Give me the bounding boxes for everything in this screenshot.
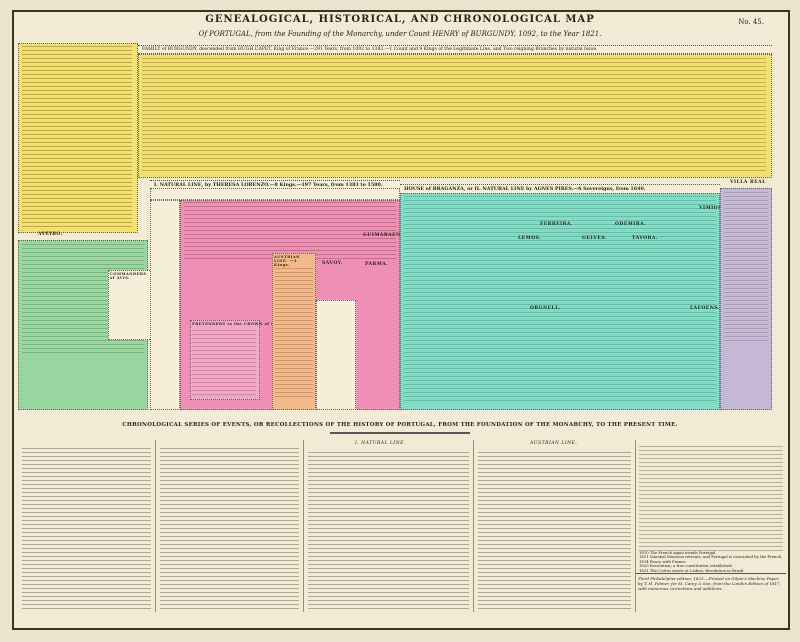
burgundy-left-column [18, 43, 138, 233]
gelves-label: GELVES. [582, 236, 607, 241]
chronology-last-column: 1810 The French again invade Portugal. 1… [636, 440, 786, 612]
savoy-label: SAVOY. [322, 261, 343, 266]
odemira-label: ODEMIRA. [615, 222, 647, 227]
chronology-column [18, 440, 156, 612]
plate-number: No. 45. [738, 18, 764, 26]
lemos-label: LEMOS. [518, 236, 542, 241]
austrian-white-box [316, 300, 356, 410]
event-entry: 1820 Revolution; a free constitution est… [639, 563, 733, 569]
chronology-rule [330, 432, 470, 434]
chronology-heading: CHRONOLOGICAL SERIES OF EVENTS, OR RECOL… [122, 422, 678, 428]
pretenders-box [190, 320, 260, 400]
orgnell-label: ORGNELL. [530, 306, 561, 311]
natural-line-top [150, 188, 400, 200]
chronology-column [156, 440, 304, 612]
event-entry: 1821 The Cortes meets at Lisbon. Revolut… [639, 567, 745, 573]
villa-real-region [720, 188, 772, 410]
guimaraens-label: GUIMARAENS. [363, 233, 407, 238]
villa-real-label: VILLA REAL [730, 180, 766, 185]
burgundy-region [138, 54, 772, 178]
braganza-region [400, 193, 720, 410]
aveiro-label: AVEIRO. [38, 232, 63, 237]
chronology-column [304, 440, 474, 612]
event-entry: 1814 Peace with France. [639, 558, 687, 564]
ferreira-label: FERREIRA. [540, 222, 573, 227]
vimioso-label: VIMIOSO. [699, 206, 729, 211]
chronology-column [474, 440, 636, 612]
austrian-line-col-head: AUSTRIAN LINE. [530, 441, 578, 446]
tavora-label: TAVORA. [632, 236, 658, 241]
commanders-label: COMMANDERS of AVIS. [110, 272, 147, 280]
pretenders-text [192, 330, 256, 396]
event-entry: 1811 Marshal Massena retreats, and Portu… [639, 554, 783, 560]
austrian-text [275, 268, 313, 398]
parma-label: PARMA. [365, 262, 389, 267]
page-title: GENEALOGICAL, HISTORICAL, AND CHRONOLOGI… [205, 14, 595, 25]
natural-line-col-head: I. NATURAL LINE. [355, 441, 406, 446]
lafoens-label: LAFOENS. [690, 306, 720, 311]
austrian-line-label: AUSTRIAN LINE. —3 Kings. [274, 255, 300, 267]
commanders-box [108, 270, 154, 340]
braganza-text [404, 196, 716, 401]
villa-real-text [724, 192, 768, 342]
natural-line-text [184, 202, 396, 262]
austrian-line-box [272, 253, 316, 410]
imprint-note: Third Philadelphia edition, 1823.—Printe… [636, 573, 786, 593]
burgundy-text [142, 58, 766, 174]
middle-white-column [150, 200, 180, 410]
event-entry: 1810 The French again invade Portugal. [639, 550, 717, 555]
page-subtitle: Of PORTUGAL, from the Founding of the Mo… [198, 30, 602, 38]
burgundy-text [22, 46, 132, 228]
pretenders-label: PRETENDERS to the CROWN of PORTUGAL. [192, 322, 300, 326]
burgundy-heading: FAMILY of BURGUNDY, descended from HUGH … [138, 45, 772, 54]
